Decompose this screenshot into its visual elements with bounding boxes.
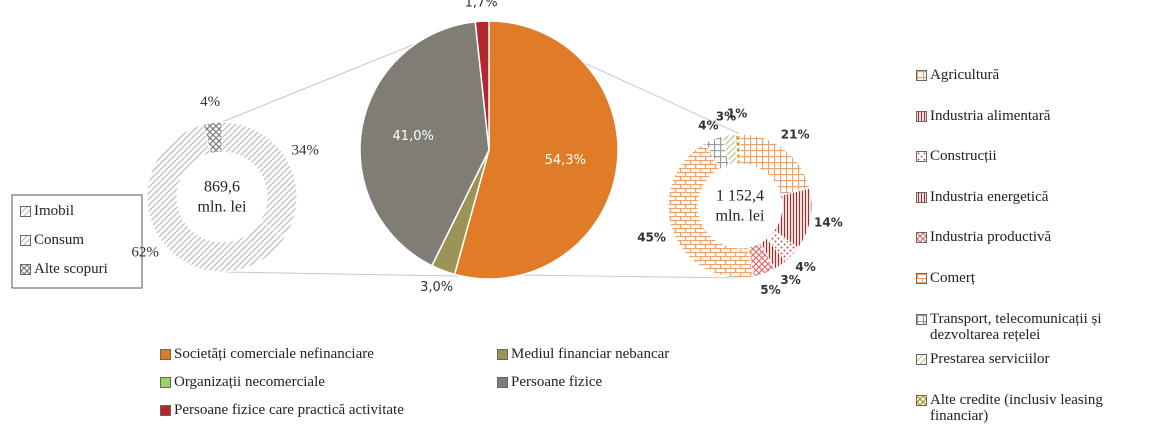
center-label: 1 152,4 [716, 188, 764, 205]
legend-label: Persoane fizice [511, 374, 603, 390]
legend-swatch [916, 273, 927, 284]
legend-item: Imobil [20, 203, 74, 219]
legend-item: Transport, telecomunicații și dezvoltare… [916, 311, 1161, 343]
slice [734, 133, 741, 165]
legend-swatch [20, 235, 31, 246]
legend-swatch [20, 264, 31, 275]
legend-swatch [20, 206, 31, 217]
value-label: 45% [637, 230, 666, 244]
slice [667, 142, 755, 279]
legend-box [11, 194, 143, 289]
legend-label: Comerț [930, 270, 975, 286]
legend-item: Prestarea serviciilor [916, 351, 1161, 367]
slice [146, 123, 287, 273]
value-label: 3,0% [420, 280, 453, 295]
legend-label: Construcții [930, 148, 997, 165]
legend-item: Organizații necomerciale [160, 374, 325, 390]
legend-label: Industria alimentară [930, 107, 1051, 124]
value-label: 34% [291, 143, 319, 159]
legend-item: Comerț [916, 270, 1161, 286]
value-label: 3% [716, 110, 736, 124]
legend-swatch [497, 349, 508, 360]
legend-swatch [916, 110, 927, 122]
center-label: 869,6 [204, 179, 240, 196]
legend-item: Mediul financiar nebancar [497, 346, 669, 362]
legend-label: Mediul financiar nebancar [511, 346, 670, 362]
value-label: 54,3% [545, 153, 586, 168]
legend-item: Agricultură [916, 67, 1161, 83]
legend-swatch [916, 70, 927, 81]
value-label: 5% [760, 283, 780, 297]
value-label: 1,7% [465, 0, 498, 11]
legend-swatch [916, 354, 927, 366]
legend-label: Transport, telecomunicații și dezvoltare… [930, 310, 1102, 343]
legend-swatch [916, 394, 927, 406]
legend-swatch [916, 313, 927, 325]
legend-item: Industria alimentară [916, 108, 1161, 124]
legend-item: Alte scopuri [20, 261, 108, 277]
legend-label: Persoane fizice care practică activitate [174, 402, 404, 418]
slice [359, 20, 490, 267]
value-label: 4% [795, 260, 815, 274]
slice [453, 20, 619, 280]
value-label: 3% [780, 273, 800, 287]
legend-item: Alte credite (inclusiv leasing financiar… [916, 392, 1161, 424]
legend-label: Consum [34, 232, 85, 248]
legend-swatch [916, 232, 927, 244]
legend-label: Industria productivă [930, 229, 1052, 246]
legend-item: Consum [20, 232, 84, 248]
slice [202, 121, 223, 155]
legend-swatch [160, 377, 171, 388]
legend-swatch [160, 349, 171, 360]
legend-label: Agricultură [930, 67, 1000, 83]
legend-item: Industria productivă [916, 229, 1161, 245]
connector [519, 274, 741, 279]
legend-swatch [916, 151, 927, 163]
center-label: mln. lei [198, 199, 247, 216]
legend-swatch [916, 191, 927, 203]
value-label: 1% [727, 107, 747, 121]
legend-label: Prestarea serviciilor [930, 351, 1050, 368]
legend-item: Persoane fizice care practică activitate [160, 402, 404, 418]
slice [739, 133, 811, 197]
value-label: 41,0% [393, 129, 434, 144]
legend-label: Alte credite (inclusiv leasing financiar… [930, 391, 1103, 424]
value-label: 4% [698, 119, 718, 133]
legend-label: Imobil [34, 203, 74, 219]
legend-label: Societăți comerciale nefinanciare [174, 346, 374, 362]
legend-label: Alte scopuri [34, 261, 108, 277]
value-label: 21% [781, 127, 810, 141]
legend-label: Organizații necomerciale [174, 374, 325, 390]
legend-swatch [160, 405, 171, 416]
center-label: mln. lei [716, 208, 765, 225]
legend-item: Societăți comerciale nefinanciare [160, 346, 374, 362]
value-label: 4% [200, 94, 220, 110]
legend-item: Persoane fizice [497, 374, 602, 390]
legend-item: Construcții [916, 148, 1161, 164]
slice [221, 121, 298, 238]
value-label: 14% [814, 215, 843, 229]
legend-label: Industria energetică [930, 188, 1049, 205]
connector [221, 271, 459, 277]
slice [474, 20, 490, 151]
legend-swatch [497, 377, 508, 388]
value-label: 62% [131, 244, 159, 260]
legend-item: Industria energetică [916, 189, 1161, 205]
